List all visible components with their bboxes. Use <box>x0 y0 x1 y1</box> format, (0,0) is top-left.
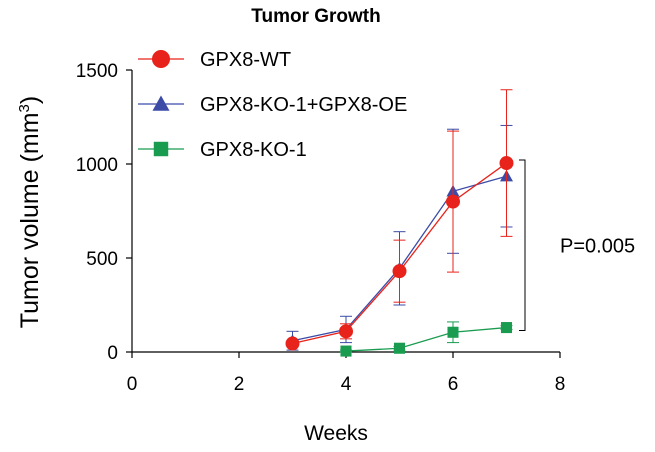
legend-item: GPX8-KO-1+GPX8-OE <box>138 94 407 116</box>
p-value-label: P=0.005 <box>560 235 635 257</box>
data-point-circle <box>392 264 407 279</box>
y-axis-label: Tumor volume (mm3) <box>16 96 44 328</box>
data-point-circle <box>446 194 460 209</box>
plot-area: 0 2 4 6 8 0 500 1000 1500 P=0.005 <box>76 61 635 395</box>
series-GPX8-WT <box>285 89 514 351</box>
y-axis-label-main: Tumor volume (mm <box>16 112 44 328</box>
y-ticks: 0 500 1000 1500 <box>76 61 132 364</box>
legend-item: GPX8-WT <box>138 49 291 71</box>
annotation-layer: P=0.005 <box>519 159 635 332</box>
chart-title: Tumor Growth <box>251 6 380 27</box>
legend-marker <box>152 50 170 68</box>
data-point-square <box>500 322 513 334</box>
y-tick-label: 500 <box>86 249 118 270</box>
x-tick-label: 6 <box>448 374 459 395</box>
x-tick-label: 8 <box>555 374 566 395</box>
x-ticks: 0 2 4 6 8 <box>127 352 566 395</box>
data-point-square <box>393 342 406 354</box>
x-tick-label: 2 <box>234 374 245 395</box>
series-line <box>345 326 507 352</box>
y-axis-label-close: ) <box>16 96 44 104</box>
p-value-bracket <box>519 159 526 332</box>
legend-label: GPX8-KO-1 <box>200 139 307 161</box>
data-point-circle <box>339 324 353 339</box>
legend-marker <box>152 95 170 111</box>
legend: GPX8-WT GPX8-KO-1+GPX8-OE GPX8-KO-1 <box>138 49 407 161</box>
data-point-square <box>447 326 459 338</box>
y-tick-label: 1000 <box>76 155 118 176</box>
x-tick-label: 0 <box>127 374 138 395</box>
legend-label: GPX8-WT <box>200 49 291 71</box>
legend-label: GPX8-KO-1+GPX8-OE <box>200 94 407 116</box>
series-layer <box>285 89 514 357</box>
data-point-square <box>340 345 352 357</box>
y-tick-label: 0 <box>107 343 118 364</box>
legend-marker <box>153 141 169 157</box>
data-point-circle <box>499 156 514 171</box>
x-tick-label: 4 <box>341 374 352 395</box>
data-point-circle <box>285 336 300 351</box>
x-axis-label: Weeks <box>304 422 368 445</box>
y-tick-label: 1500 <box>76 61 118 82</box>
series-GPX8-KO-1 <box>340 321 513 357</box>
y-axis-label-superscript: 3 <box>16 104 33 112</box>
legend-item: GPX8-KO-1 <box>138 139 307 161</box>
series-GPX8-KO-1+GPX8-OE <box>286 124 513 351</box>
